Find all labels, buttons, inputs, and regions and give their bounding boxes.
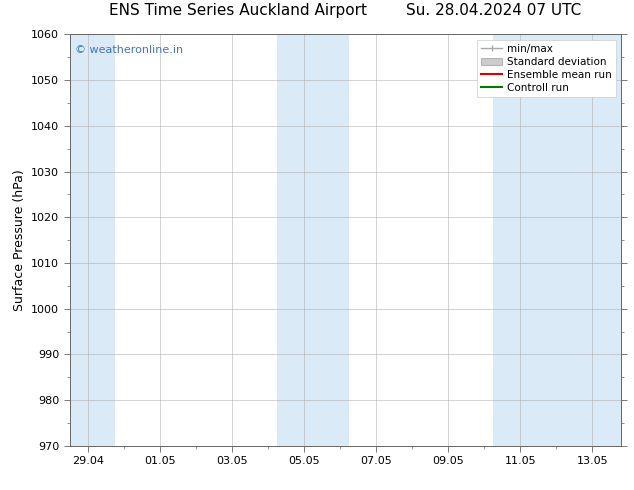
Bar	[277, 34, 349, 446]
Text: © weatheronline.in: © weatheronline.in	[75, 45, 183, 54]
Bar	[493, 34, 621, 446]
Title: ENS Time Series Auckland Airport      Su. 28.04.2024 07 UTC: ENS Time Series Auckland Airport Su. 28.…	[0, 489, 1, 490]
Y-axis label: Surface Pressure (hPa): Surface Pressure (hPa)	[13, 169, 25, 311]
Text: ENS Time Series Auckland Airport        Su. 28.04.2024 07 UTC: ENS Time Series Auckland Airport Su. 28.…	[110, 3, 581, 18]
Bar	[70, 34, 115, 446]
Legend: min/max, Standard deviation, Ensemble mean run, Controll run: min/max, Standard deviation, Ensemble me…	[477, 40, 616, 97]
